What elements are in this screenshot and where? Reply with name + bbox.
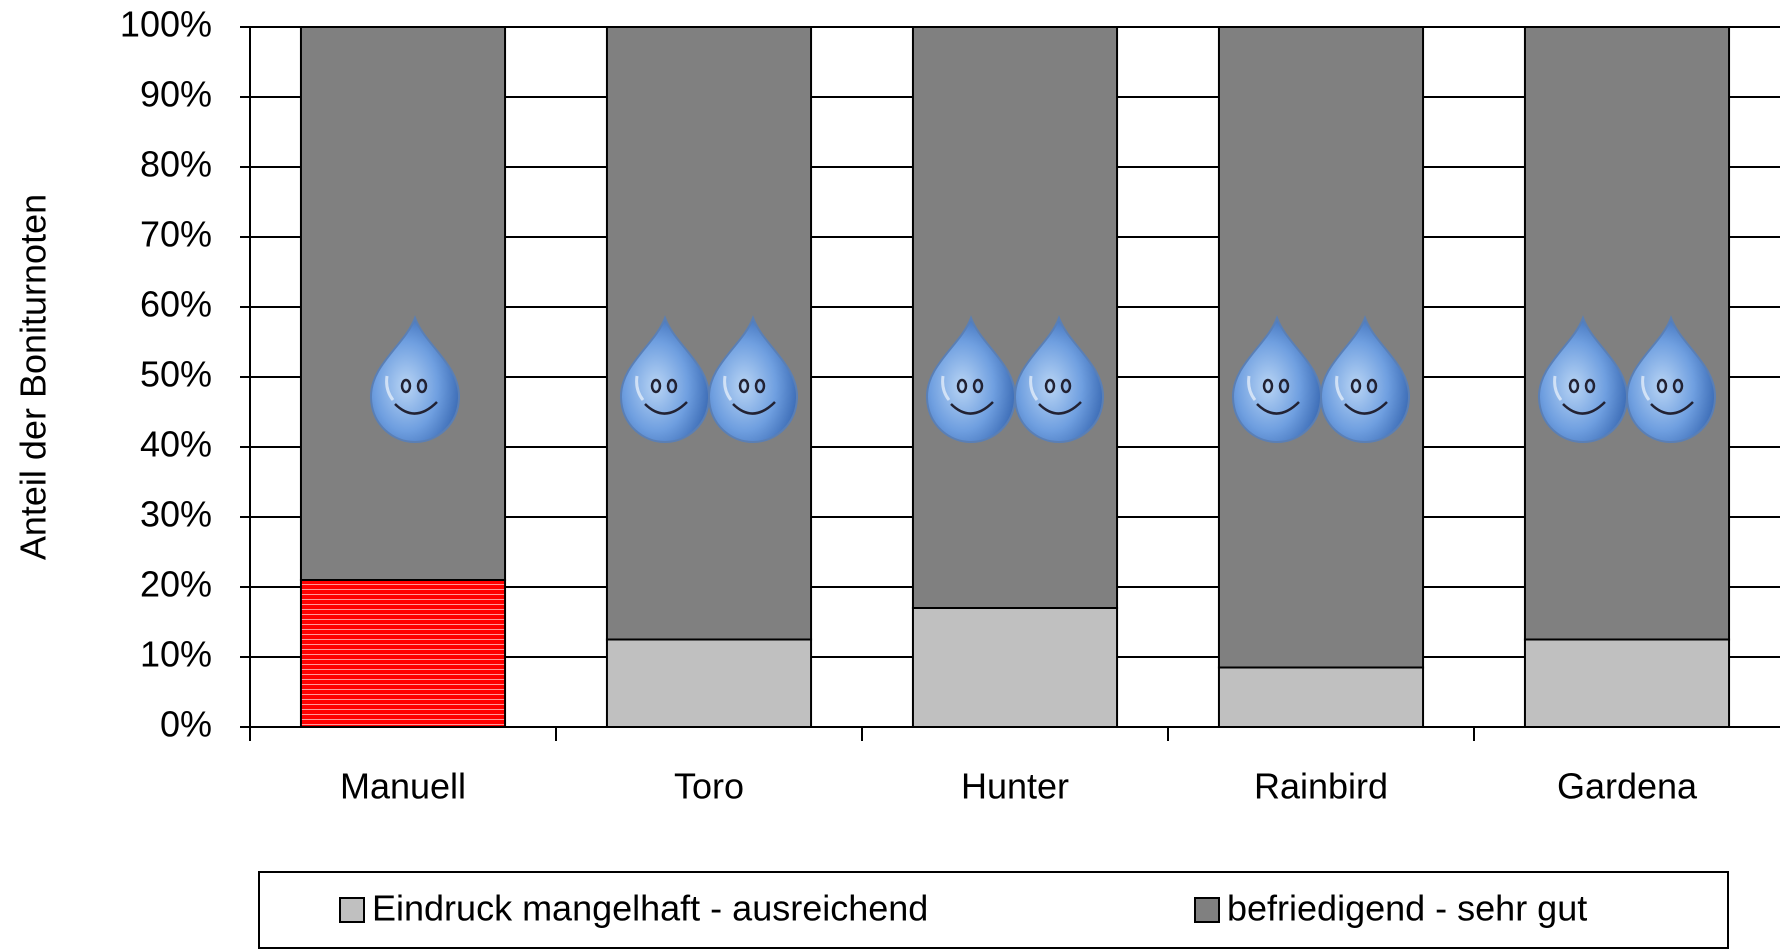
x-tick-label: Gardena — [1557, 766, 1698, 807]
bar-segment — [1523, 638, 1731, 728]
y-tick-label: 70% — [140, 214, 212, 255]
bar-segment — [1217, 666, 1425, 728]
y-tick-label: 100% — [120, 4, 212, 45]
bar-segment — [911, 26, 1119, 609]
y-tick-label: 0% — [160, 704, 212, 745]
y-tick-label: 50% — [140, 354, 212, 395]
y-tick-label: 90% — [140, 74, 212, 115]
bar-segment — [605, 26, 813, 641]
y-axis-title: Anteil der Boniturnoten — [13, 194, 54, 560]
bar-segment — [605, 638, 813, 728]
bar-segment — [1217, 26, 1425, 669]
legend-swatch — [1194, 897, 1220, 923]
x-tick-label: Toro — [674, 766, 744, 807]
x-tick-label: Rainbird — [1254, 766, 1388, 807]
y-tick-label: 60% — [140, 284, 212, 325]
legend-label: befriedigend - sehr gut — [1227, 888, 1587, 929]
bar-segment — [299, 26, 507, 581]
y-tick-label: 80% — [140, 144, 212, 185]
legend-label: Eindruck mangelhaft - ausreichend — [372, 888, 928, 929]
bar-segment — [1523, 26, 1731, 641]
legend-swatch — [339, 897, 365, 923]
bar-hatch — [301, 581, 505, 726]
y-tick-label: 40% — [140, 424, 212, 465]
y-tick-label: 20% — [140, 564, 212, 605]
x-tick-label: Hunter — [961, 766, 1069, 807]
y-tick-label: 10% — [140, 634, 212, 675]
y-tick-label: 30% — [140, 494, 212, 535]
bar-segment — [911, 607, 1119, 728]
legend — [258, 871, 1729, 949]
x-tick-label: Manuell — [340, 766, 466, 807]
